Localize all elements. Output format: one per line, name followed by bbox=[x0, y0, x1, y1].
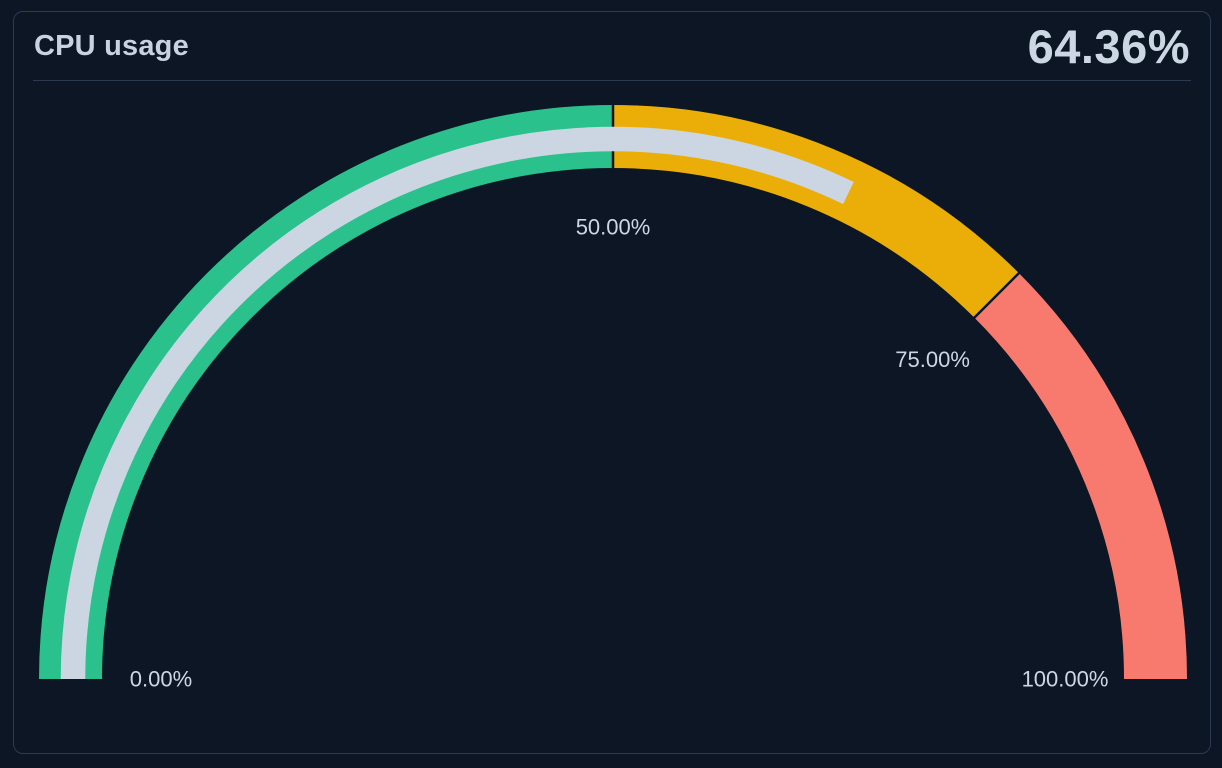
panel-header: CPU usage 64.36% bbox=[14, 12, 1210, 80]
header-divider bbox=[33, 80, 1191, 81]
gauge-value-readout: 64.36% bbox=[1027, 19, 1190, 73]
cpu-usage-panel: CPU usage 64.36% bbox=[13, 11, 1211, 754]
panel-title[interactable]: CPU usage bbox=[34, 29, 189, 62]
